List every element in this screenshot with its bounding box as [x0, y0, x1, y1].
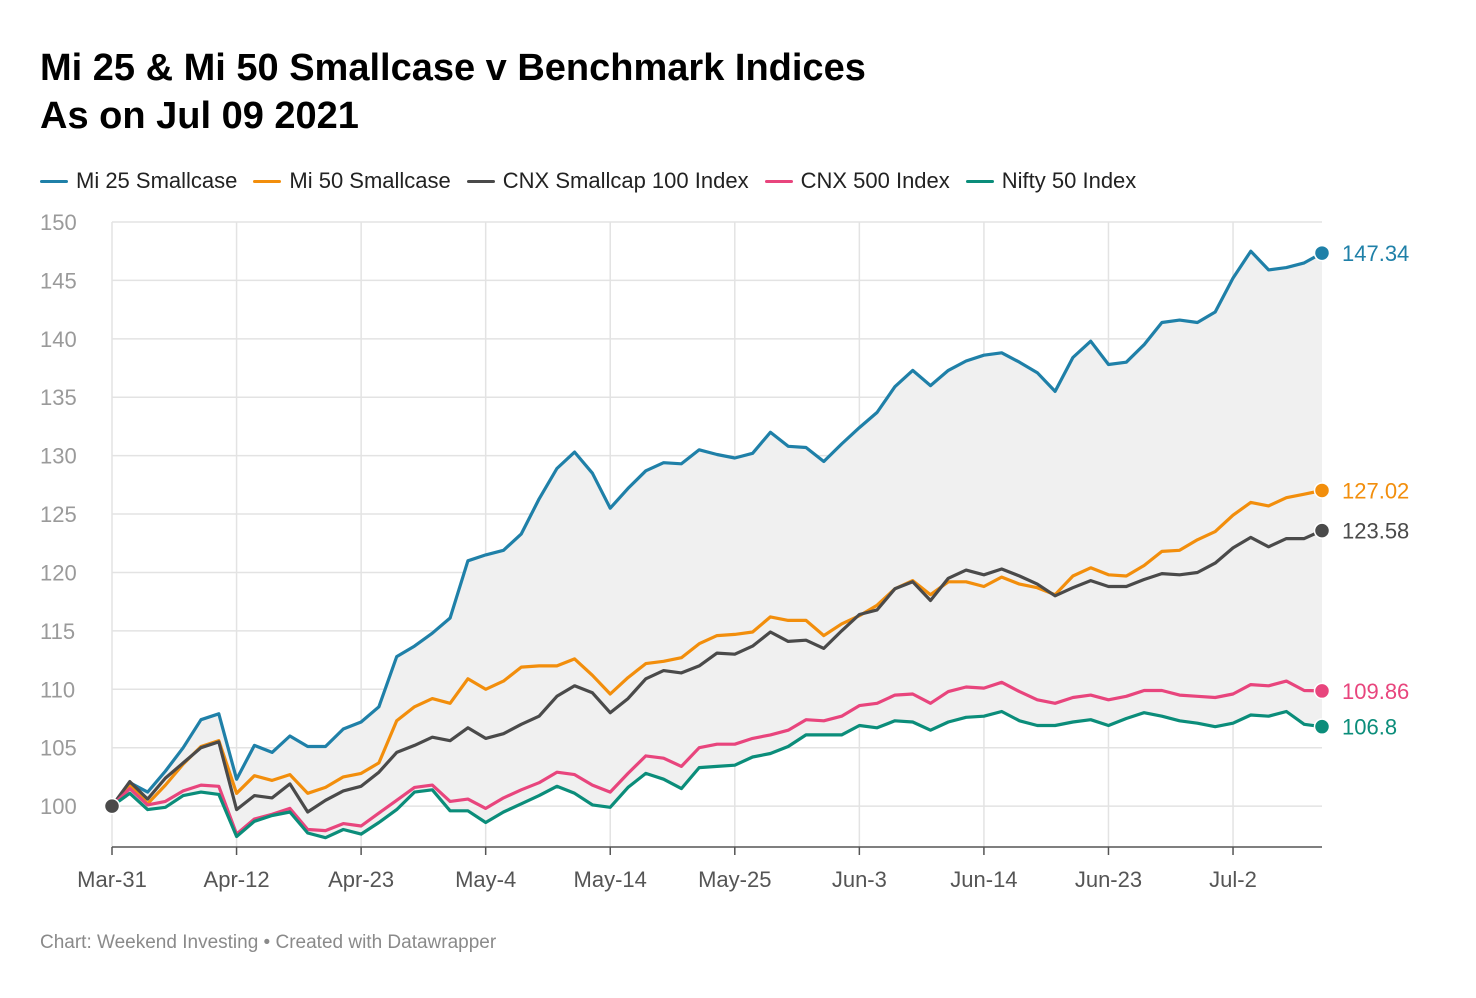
- legend-item: Mi 25 Smallcase: [40, 168, 237, 194]
- legend-label: CNX 500 Index: [800, 168, 950, 193]
- chart-legend: Mi 25 Smallcase Mi 50 Smallcase CNX Smallc…: [40, 168, 1136, 194]
- y-tick-label: 115: [40, 619, 75, 644]
- x-axis: Mar-31 Apr-12 Apr-23 May-4 May-14 May-25 Jun-3…: [77, 846, 1322, 892]
- y-tick-label: 120: [40, 560, 77, 585]
- legend-label: Mi 50 Smallcase: [289, 168, 451, 193]
- series-start-point: [103, 797, 121, 815]
- chart-title-line1: Mi 25 & Mi 50 Smallcase v Benchmark Indi…: [40, 47, 866, 89]
- y-tick-label: 110: [40, 677, 75, 702]
- series-end-label: 109.86: [1342, 679, 1409, 704]
- legend-item: Nifty 50 Index: [965, 168, 1137, 194]
- series-line: [110, 249, 1324, 808]
- series-line: [110, 709, 1324, 840]
- series-end-point: [1313, 682, 1331, 700]
- x-tick-label: Jun-23: [1075, 867, 1142, 892]
- legend-swatch: [764, 179, 793, 183]
- legend-swatch: [40, 179, 68, 183]
- y-tick-label: 140: [40, 327, 77, 352]
- legend-swatch: [253, 179, 282, 183]
- legend-label: Nifty 50 Index: [1001, 168, 1137, 193]
- x-tick-label: Mar-31: [77, 867, 147, 892]
- y-tick-label: 150: [40, 210, 77, 235]
- chart-title-line2: As on Jul 09 2021: [40, 95, 359, 137]
- series-lines: [110, 249, 1324, 840]
- series-end-label: 147.34: [1342, 241, 1409, 266]
- series-end-label: 106.8: [1342, 715, 1397, 740]
- series-end-point: [1313, 522, 1331, 539]
- start-point: [103, 797, 121, 815]
- x-tick-label: Apr-12: [204, 867, 270, 892]
- x-tick-label: May-14: [574, 867, 647, 892]
- y-tick-label: 125: [40, 502, 77, 527]
- legend-item: Mi 50 Smallcase: [253, 168, 451, 194]
- series-end-label: 127.02: [1342, 478, 1409, 503]
- x-tick-label: May-25: [698, 867, 771, 892]
- series-end-point: [1313, 482, 1331, 499]
- legend-label: Mi 25 Smallcase: [76, 168, 238, 193]
- y-tick-label: 130: [40, 444, 77, 469]
- legend-swatch: [466, 179, 495, 183]
- series-line: [110, 679, 1324, 836]
- chart-footer: Chart: Weekend Investing • Created with …: [40, 932, 497, 953]
- x-tick-label: Jul-2: [1209, 867, 1257, 892]
- series-line: [110, 529, 1324, 814]
- chart-title: Mi 25 & Mi 50 Smallcase v Benchmark Indi…: [40, 44, 866, 140]
- series-end-point: [1313, 718, 1331, 735]
- legend-item: CNX 500 Index: [764, 168, 950, 194]
- legend-swatch: [965, 179, 994, 183]
- series-end-label: 123.58: [1342, 519, 1409, 544]
- y-tick-label: 145: [40, 268, 77, 293]
- y-tick-label: 135: [40, 385, 77, 410]
- x-tick-label: May-4: [455, 867, 516, 892]
- y-tick-label: 100: [40, 794, 77, 819]
- x-tick-label: Jun-14: [950, 867, 1017, 892]
- series-line: [110, 488, 1324, 808]
- legend-label: CNX Smallcap 100 Index: [502, 168, 749, 193]
- y-tick-label: 105: [40, 736, 77, 761]
- legend-item: CNX Smallcap 100 Index: [466, 168, 749, 194]
- y-axis: 100 105 110 115 120 125 130 135 140 145 150: [40, 210, 77, 819]
- series-end-point: [1313, 244, 1331, 262]
- series-endpoints: 147.34 127.02 123.58 109.86 106.8: [1313, 241, 1409, 740]
- x-tick-label: Apr-23: [328, 867, 394, 892]
- x-tick-label: Jun-3: [832, 867, 887, 892]
